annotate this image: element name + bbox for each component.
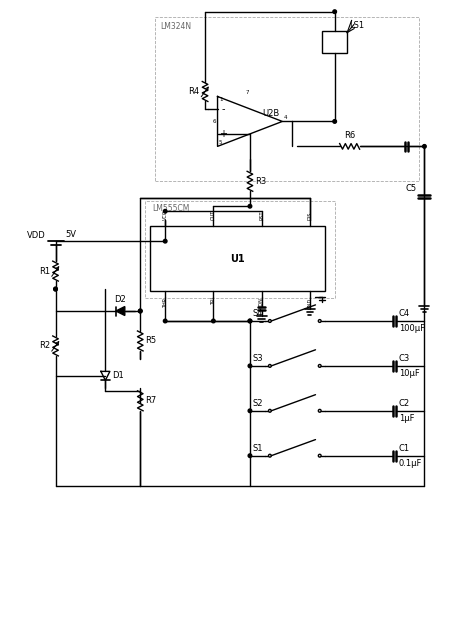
Text: TRI: TRI [210,298,215,305]
Text: S3: S3 [252,354,263,363]
Text: +: + [219,129,227,139]
Circle shape [54,287,57,291]
Text: DIS: DIS [307,211,312,219]
Circle shape [163,239,167,243]
Text: 6: 6 [212,119,216,124]
Circle shape [247,454,251,457]
Text: C2: C2 [398,399,409,408]
Text: R5: R5 [145,336,156,345]
Text: 0.1μF: 0.1μF [398,459,421,467]
Text: LS1: LS1 [348,20,363,30]
Text: S1: S1 [252,444,263,453]
Text: 7: 7 [245,90,248,95]
Text: R6: R6 [343,131,354,140]
Circle shape [138,309,142,313]
Text: 5V: 5V [65,230,76,239]
Text: LM555CM: LM555CM [152,204,189,213]
Text: -: - [221,104,225,114]
Circle shape [163,209,167,213]
Circle shape [247,319,251,323]
Text: 1μF: 1μF [398,414,414,423]
Text: VDD: VDD [27,231,45,240]
Polygon shape [116,307,124,315]
Text: 1: 1 [218,97,222,102]
Circle shape [422,144,425,148]
Circle shape [247,364,251,368]
Circle shape [247,409,251,413]
FancyBboxPatch shape [150,226,324,291]
Circle shape [211,319,215,323]
Text: RST: RST [258,211,263,219]
Text: U1: U1 [230,254,244,264]
Text: C4: C4 [398,309,409,318]
Circle shape [247,204,251,208]
Text: C3: C3 [398,354,409,363]
Circle shape [247,319,251,323]
Text: S2: S2 [252,399,263,408]
Text: VCC: VCC [162,210,168,219]
Text: D1: D1 [112,371,123,380]
Text: CON: CON [258,298,263,308]
Text: R4: R4 [188,87,199,96]
Circle shape [332,120,336,123]
Circle shape [138,309,142,313]
Text: R7: R7 [145,396,156,405]
Text: OUT: OUT [210,209,215,219]
Text: D2: D2 [114,295,126,304]
Text: 100μF: 100μF [398,324,424,333]
Text: 10μF: 10μF [398,369,419,378]
Circle shape [332,10,336,13]
Text: THR: THR [162,298,168,308]
Circle shape [54,287,57,291]
Circle shape [163,319,167,323]
Text: C1: C1 [398,444,409,453]
Text: C5: C5 [404,184,415,193]
Text: R2: R2 [39,342,50,350]
FancyBboxPatch shape [321,31,347,53]
Text: S4: S4 [252,309,263,318]
Text: 4: 4 [283,115,287,120]
Text: R1: R1 [39,266,50,275]
Text: LM324N: LM324N [160,22,191,31]
Text: GND: GND [307,298,312,309]
Text: 5: 5 [218,141,222,146]
Text: R3: R3 [254,177,266,186]
Text: U2B: U2B [261,109,279,118]
